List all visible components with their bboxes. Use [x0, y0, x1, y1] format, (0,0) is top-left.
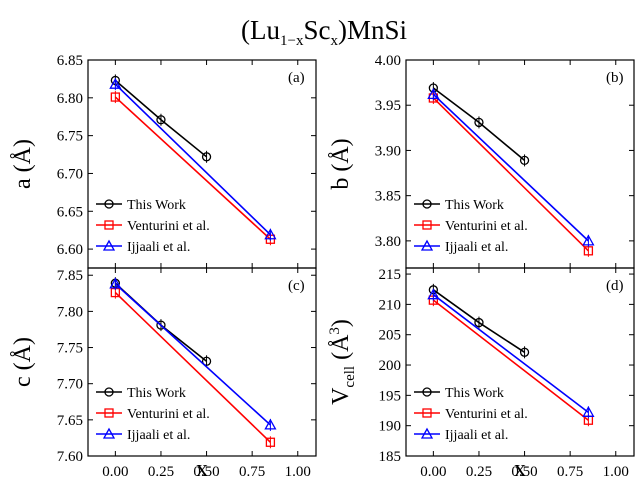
series-line	[432, 299, 589, 421]
y-axis-label: Vcell (Å3)	[327, 319, 358, 405]
y-axis-label: b (Å)	[328, 138, 354, 189]
x-tick-label: 0.00	[420, 464, 446, 480]
x-tick-label: 1.00	[603, 464, 629, 480]
legend-marker	[104, 220, 114, 230]
y-tick-label: 195	[379, 388, 402, 404]
y-tick-label: 7.85	[57, 268, 83, 284]
y-tick-label: 6.60	[57, 242, 83, 258]
legend-marker	[422, 199, 432, 209]
figure-title: (Lu1−xScx)MnSi	[241, 15, 407, 49]
x-tick-label: 0.50	[193, 464, 219, 480]
panel-d: 185 190 195 200 205 210 215 0.00 0.25 0.50 0.75 1.0…	[327, 267, 635, 481]
legend-marker	[104, 408, 114, 418]
y-tick-label: 200	[379, 358, 402, 374]
plot-frame	[405, 59, 635, 269]
series-line	[114, 96, 271, 240]
y-tick-label: 6.70	[57, 166, 83, 182]
legend-label: Ijjaali et al.	[127, 240, 190, 255]
x-tick-label: 0.25	[466, 464, 492, 480]
legend-label: This Work	[127, 386, 186, 401]
y-tick-label: 190	[379, 419, 402, 435]
x-tick-label: 0.75	[557, 464, 583, 480]
y-tick-label: 7.75	[57, 341, 83, 357]
y-tick-label: 6.80	[57, 91, 83, 107]
y-tick-label: 7.60	[57, 449, 83, 465]
y-tick-label: 210	[379, 297, 402, 313]
x-axis-label: x	[196, 456, 208, 481]
y-tick-label: 7.70	[57, 377, 83, 393]
x-tick-label: 0.50	[511, 464, 537, 480]
panel-label: (a)	[288, 70, 305, 86]
y-tick-label: 205	[379, 328, 402, 344]
panel-b: 3.80 3.85 3.90 3.95 4.00 This Work Venturini e…	[328, 53, 635, 269]
y-tick-label: 6.75	[57, 129, 83, 145]
legend-marker	[422, 408, 432, 418]
y-axis-label: c (Å)	[10, 337, 36, 387]
legend-marker	[104, 387, 114, 397]
panel-label: (c)	[288, 278, 305, 294]
x-axis-label: x	[514, 456, 526, 481]
y-tick-label: 7.65	[57, 413, 83, 429]
legend-label: Ijjaali et al.	[445, 240, 508, 255]
x-tick-label: 0.25	[148, 464, 174, 480]
series-line	[432, 93, 589, 242]
panel-c: 7.60 7.65 7.70 7.75 7.80 7.85 0.00 0.25 0.50 0.75…	[10, 267, 317, 481]
y-tick-label: 4.00	[375, 53, 401, 69]
y-tick-label: 7.80	[57, 304, 83, 320]
legend-marker	[420, 427, 434, 439]
y-axis-label: a (Å)	[10, 139, 36, 189]
legend-marker	[102, 239, 116, 251]
legend-marker	[104, 199, 114, 209]
legend-marker	[422, 387, 432, 397]
plot-frame	[87, 267, 317, 457]
legend-label: Venturini et al.	[445, 407, 528, 422]
series-line	[114, 83, 271, 236]
y-tick-label: 3.95	[375, 98, 401, 114]
y-tick-label: 3.80	[375, 234, 401, 250]
y-tick-label: 3.90	[375, 143, 401, 159]
legend-label: Venturini et al.	[445, 219, 528, 234]
legend-marker	[420, 239, 434, 251]
panel-label: (b)	[606, 70, 624, 86]
series-line	[114, 283, 271, 426]
legend-marker	[422, 220, 432, 230]
y-tick-label: 6.65	[57, 204, 83, 220]
series-line	[432, 294, 589, 413]
y-tick-label: 6.85	[57, 53, 83, 69]
y-tick-label: 185	[379, 449, 402, 465]
panel-a: 6.60 6.65 6.70 6.75 6.80 6.85 This Work Venturi…	[10, 53, 317, 269]
plot-frame	[405, 267, 635, 457]
legend-label: This Work	[127, 198, 186, 213]
x-tick-label: 0.00	[102, 464, 128, 480]
series-line	[432, 97, 589, 252]
x-tick-label: 1.00	[285, 464, 311, 480]
legend-marker	[102, 427, 116, 439]
y-tick-label: 3.85	[375, 189, 401, 205]
x-tick-label: 0.75	[239, 464, 265, 480]
panel-label: (d)	[606, 278, 624, 294]
legend-label: Ijjaali et al.	[445, 428, 508, 443]
legend-label: Ijjaali et al.	[127, 428, 190, 443]
legend-label: Venturini et al.	[127, 219, 210, 234]
y-tick-label: 215	[379, 267, 402, 283]
legend-label: Venturini et al.	[127, 407, 210, 422]
legend-label: This Work	[445, 386, 504, 401]
series-line	[114, 292, 271, 443]
legend-label: This Work	[445, 198, 504, 213]
